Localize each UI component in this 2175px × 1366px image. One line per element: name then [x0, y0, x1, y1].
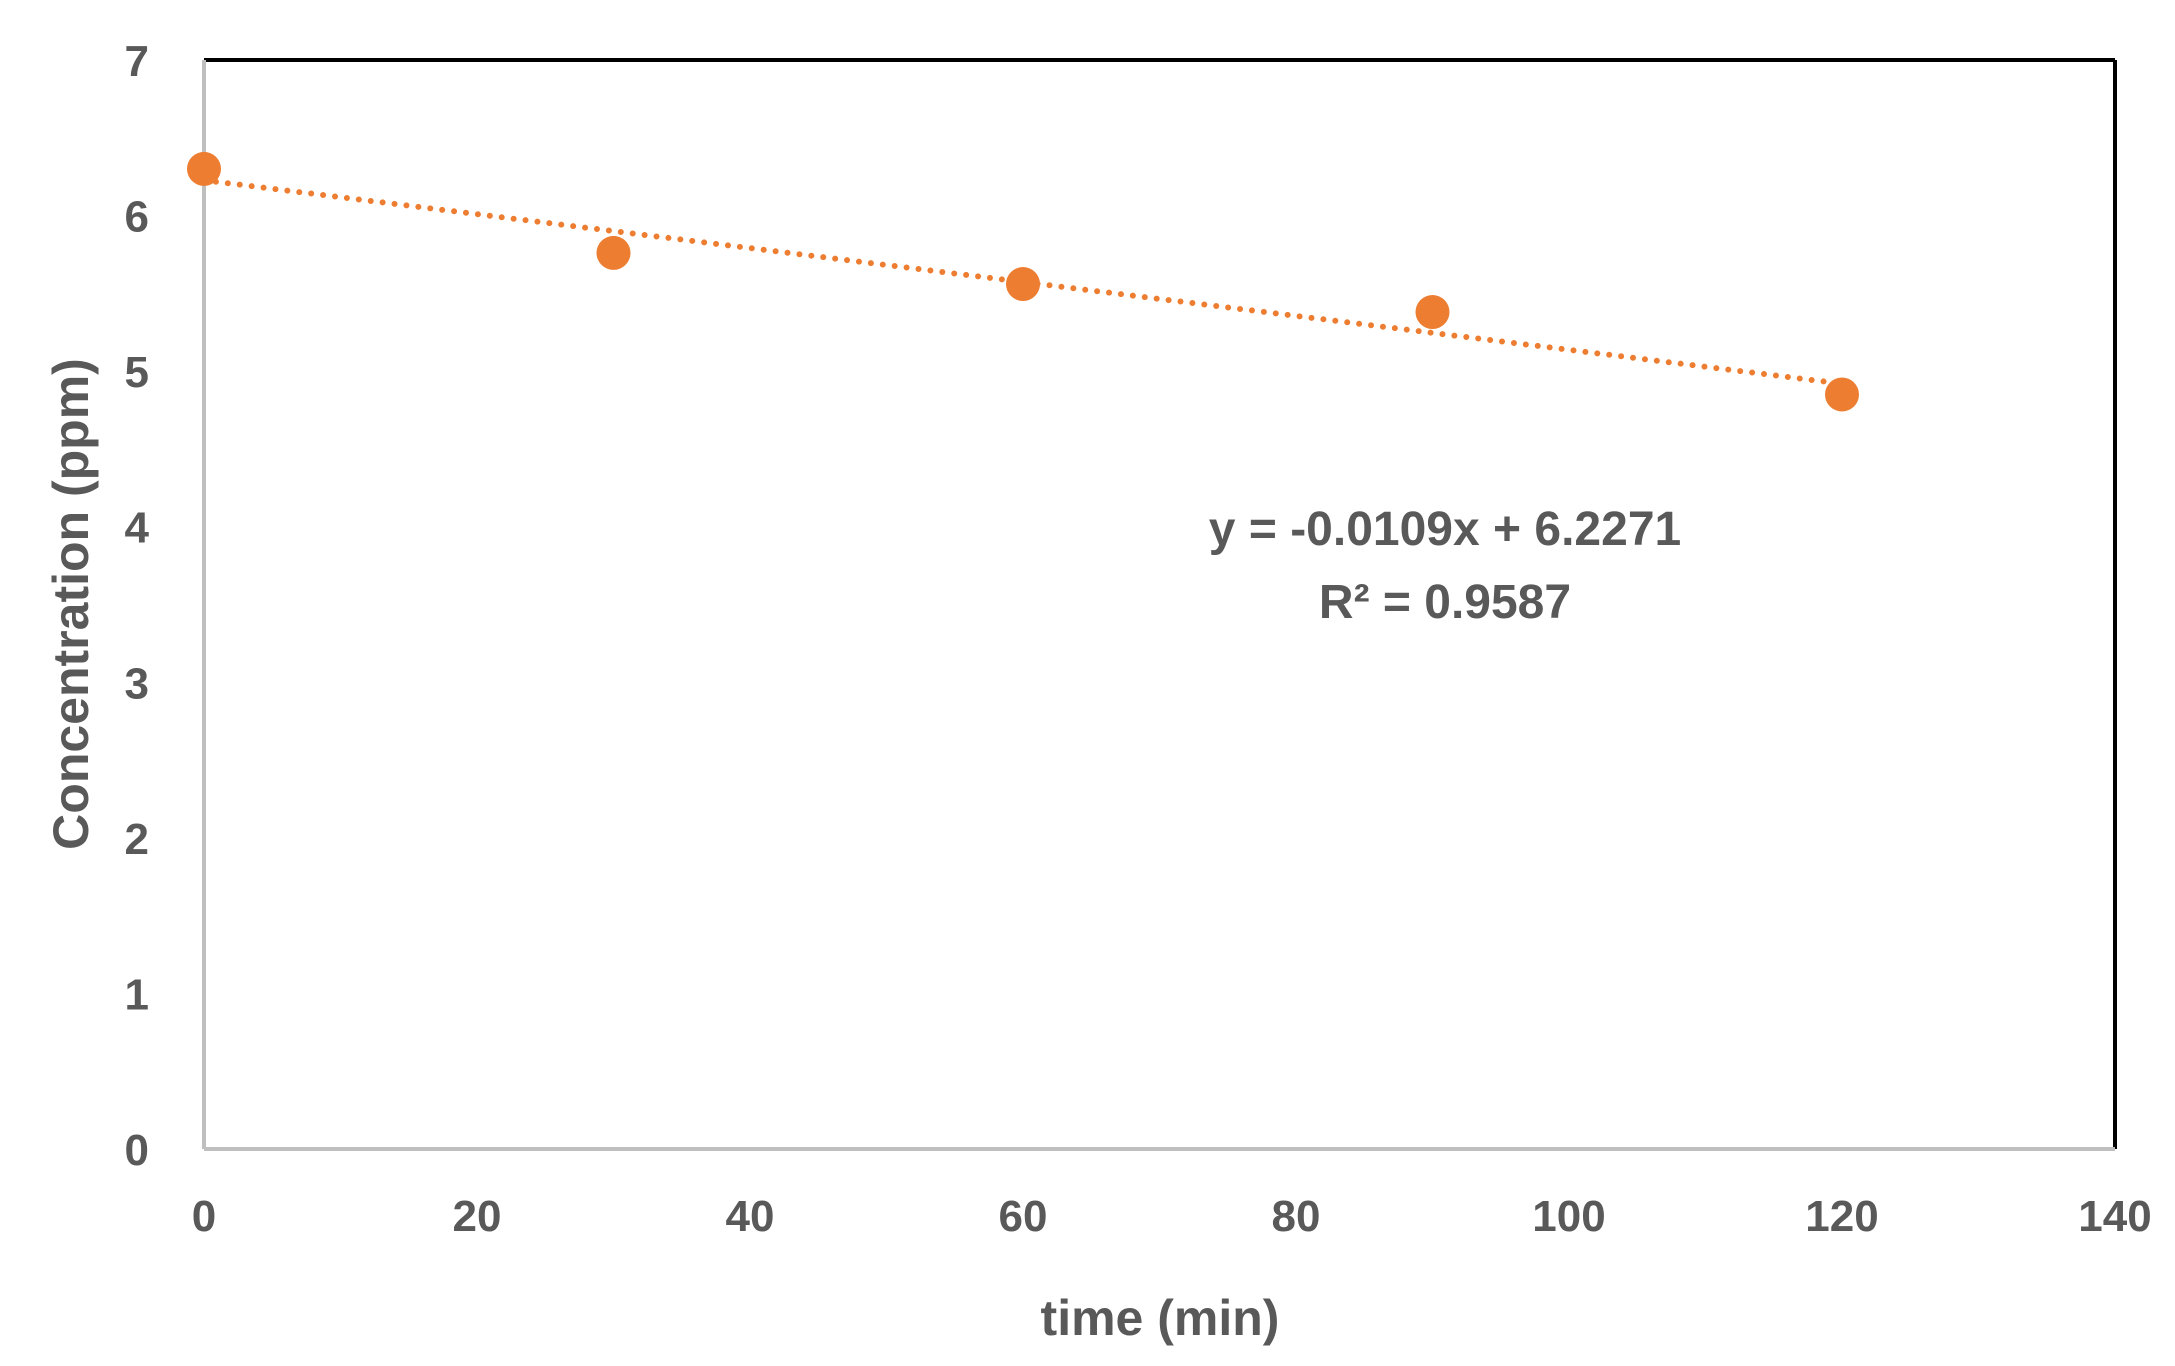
y-tick-label: 2 — [125, 815, 149, 864]
x-tick-label: 60 — [999, 1192, 1048, 1241]
data-point — [1825, 377, 1859, 412]
y-tick-label: 5 — [125, 348, 149, 397]
r-squared-label: R² = 0.9587 — [1319, 576, 1571, 629]
equation-label: y = -0.0109x + 6.2271 — [1209, 503, 1681, 556]
y-tick-label: 1 — [125, 970, 149, 1019]
data-point — [1006, 267, 1040, 302]
x-tick-label: 20 — [453, 1192, 502, 1241]
x-tick-label: 100 — [1532, 1192, 1605, 1241]
y-tick-label: 6 — [125, 193, 149, 242]
data-point — [1415, 295, 1450, 330]
y-tick-labels: 0 1 2 3 4 5 6 7 — [125, 37, 150, 1175]
y-axis-title: Concentration (ppm) — [43, 358, 99, 850]
x-tick-label: 140 — [2078, 1192, 2151, 1241]
data-points — [187, 151, 1859, 412]
x-tick-label: 40 — [726, 1192, 775, 1241]
y-tick-label: 7 — [125, 37, 149, 86]
x-tick-label: 120 — [1805, 1192, 1878, 1241]
y-tick-label: 3 — [125, 659, 149, 708]
x-tick-label: 0 — [192, 1192, 216, 1241]
x-axis-title: time (min) — [1041, 1290, 1280, 1346]
data-point — [187, 151, 221, 186]
x-tick-labels: 0 20 40 60 80 100 120 140 — [192, 1192, 2152, 1241]
y-tick-label: 4 — [125, 504, 150, 553]
data-point — [596, 235, 631, 270]
x-tick-label: 80 — [1272, 1192, 1321, 1241]
y-tick-label: 0 — [125, 1126, 149, 1175]
